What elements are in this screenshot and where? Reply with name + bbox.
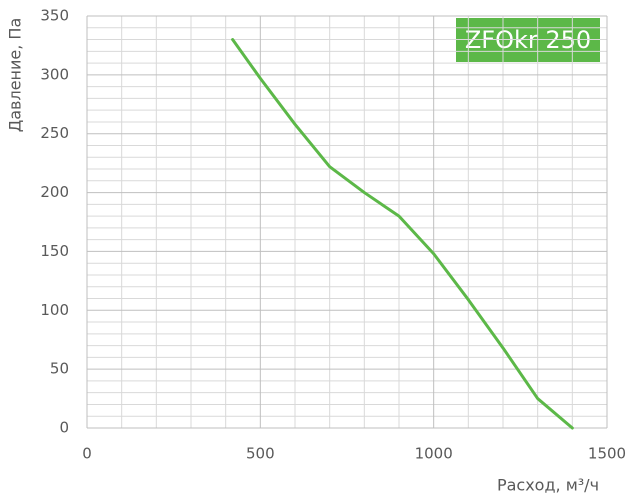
y-tick-label: 350 — [40, 7, 69, 25]
y-tick-label: 50 — [50, 360, 69, 378]
y-tick-label: 0 — [59, 419, 69, 437]
x-axis-label: Расход, м³/ч — [497, 476, 599, 495]
y-tick-label: 100 — [40, 301, 69, 319]
y-tick-label: 300 — [40, 65, 69, 83]
x-tick-label: 500 — [246, 445, 275, 463]
x-tick-label: 1500 — [588, 445, 626, 463]
x-tick-label: 1000 — [415, 445, 453, 463]
y-tick-label: 150 — [40, 242, 69, 260]
x-tick-label: 0 — [82, 445, 92, 463]
data-line — [231, 38, 574, 430]
y-tick-label: 250 — [40, 124, 69, 142]
y-axis-label: Давление, Па — [6, 18, 25, 133]
y-tick-label: 200 — [40, 183, 69, 201]
